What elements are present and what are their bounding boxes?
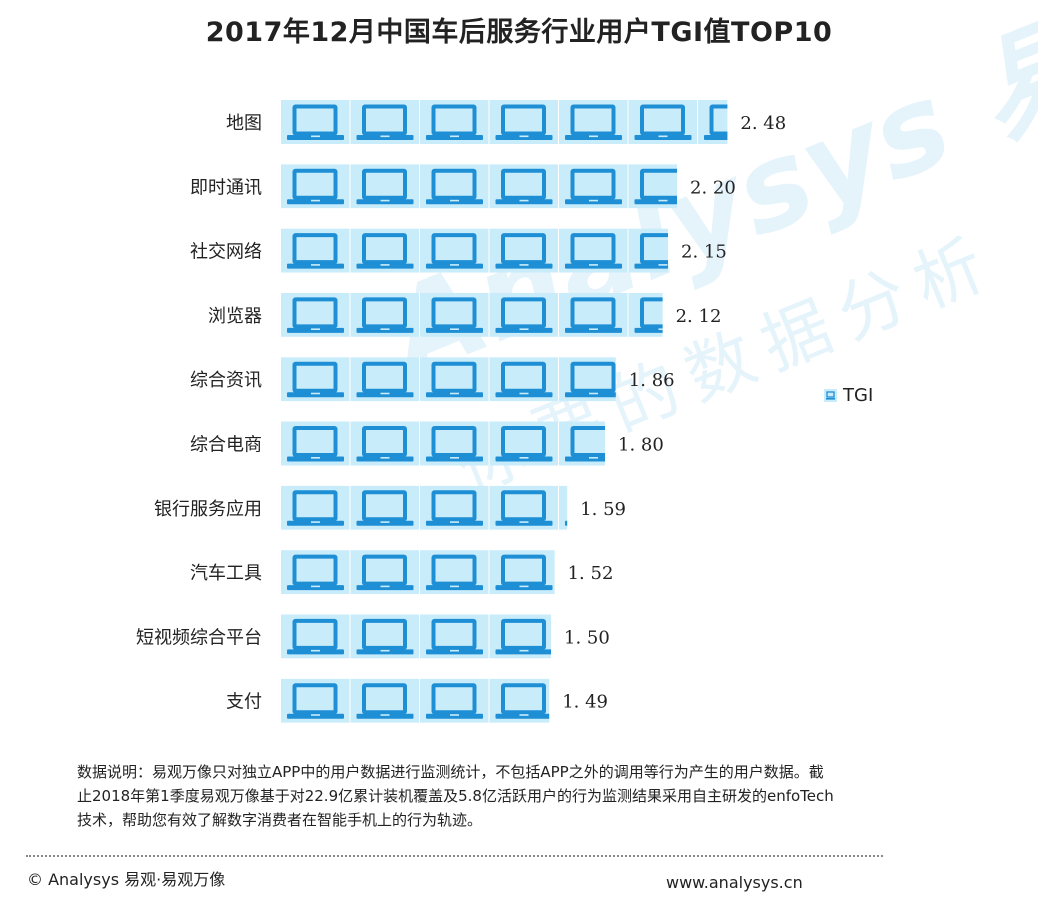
value-label: 2. 20 [690,177,736,198]
category-label: 短视频综合平台 [136,627,262,648]
bar [281,228,668,273]
legend-laptop-icon [824,389,837,402]
bar [281,357,616,402]
website-link[interactable]: www.analysys.cn [666,873,803,892]
value-label: 1. 52 [568,563,614,584]
pictograph-bar-chart: 地图 2. 48 即时通讯 2. 20 社交网络 2. 15 浏览器 2. 12 综合资讯 1. … [136,100,786,723]
value-label: 2. 48 [740,113,786,134]
category-label: 地图 [226,113,262,134]
bar [281,614,551,659]
bar [281,100,728,144]
value-label: 2. 15 [681,242,727,263]
chart-title: 2017年12月中国车后服务行业用户TGI值TOP10 [205,17,833,48]
legend: TGI [824,385,873,406]
category-label: 汽车工具 [190,563,262,584]
data-note: 数据说明：易观万像只对独立APP中的用户数据进行监测统计，不包括APP之外的调用… [77,763,834,829]
bar [281,164,677,209]
bar [281,421,605,466]
copyright-text: © Analysys 易观·易观万像 [27,870,226,889]
category-label: 即时通讯 [190,177,262,198]
category-label: 支付 [226,692,262,713]
category-label: 综合电商 [190,435,262,456]
value-label: 1. 50 [564,627,610,648]
category-label: 社交网络 [190,242,262,263]
category-label: 银行服务应用 [154,499,262,520]
category-label: 综合资讯 [190,370,262,391]
footer-divider [26,855,883,857]
category-label: 浏览器 [208,306,262,327]
bar [281,550,555,595]
bar [281,292,663,337]
value-label: 1. 86 [629,370,675,391]
value-label: 1. 80 [618,435,664,456]
value-label: 1. 49 [562,692,608,713]
value-label: 1. 59 [580,499,626,520]
bar [281,485,568,530]
value-label: 2. 12 [676,306,722,327]
bar [281,678,550,723]
legend-label: TGI [843,385,874,406]
